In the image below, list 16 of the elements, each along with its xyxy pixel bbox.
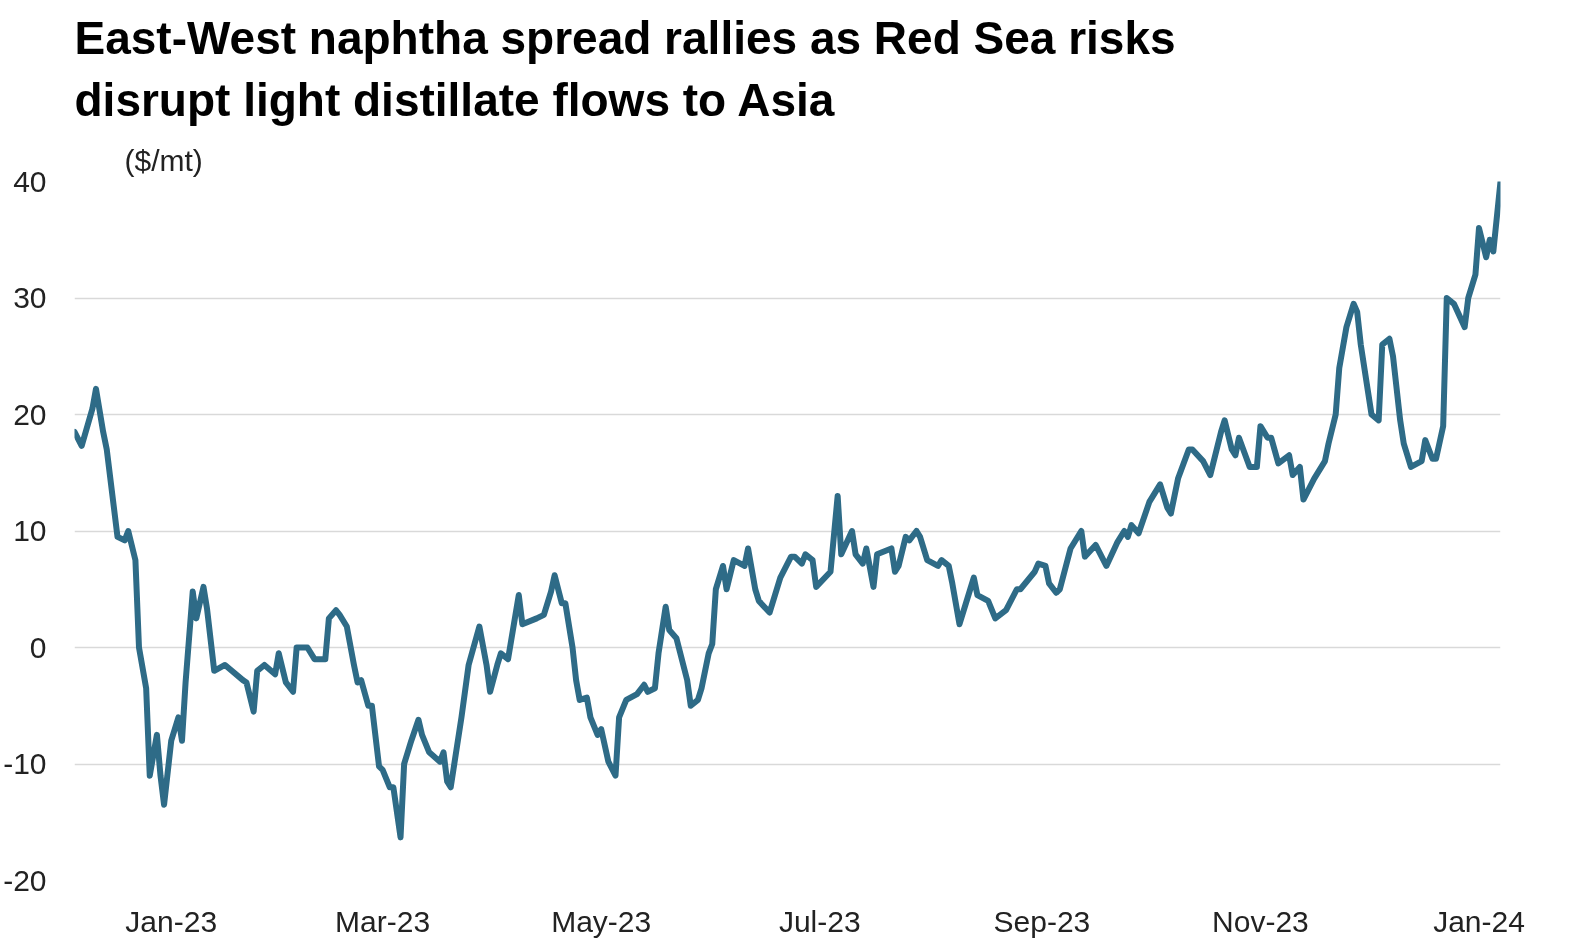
y-tick-label: 30 bbox=[13, 281, 47, 314]
x-tick-label: Sep-23 bbox=[993, 904, 1091, 938]
y-tick-label: 40 bbox=[13, 164, 47, 198]
y-axis-title: ($/mt) bbox=[124, 143, 203, 177]
x-tick-label: Jan-24 bbox=[1433, 904, 1525, 938]
y-tick-label: 0 bbox=[29, 630, 47, 664]
x-tick-label: May-23 bbox=[551, 904, 652, 938]
x-tick-label: Nov-23 bbox=[1212, 904, 1309, 938]
x-tick-label: Mar-23 bbox=[335, 904, 431, 938]
chart-title: East-West naphtha spread rallies as Red Sea risks disrupt light distillate flows to Asia bbox=[74, 12, 1176, 127]
x-tick-label: Jan-23 bbox=[125, 904, 218, 938]
y-tick-label: -20 bbox=[3, 863, 47, 897]
y-tick-label: -10 bbox=[3, 747, 47, 780]
y-tick-label: 10 bbox=[13, 514, 47, 547]
x-tick-label: Jul-23 bbox=[778, 904, 861, 938]
y-tick-label: 20 bbox=[13, 397, 47, 431]
